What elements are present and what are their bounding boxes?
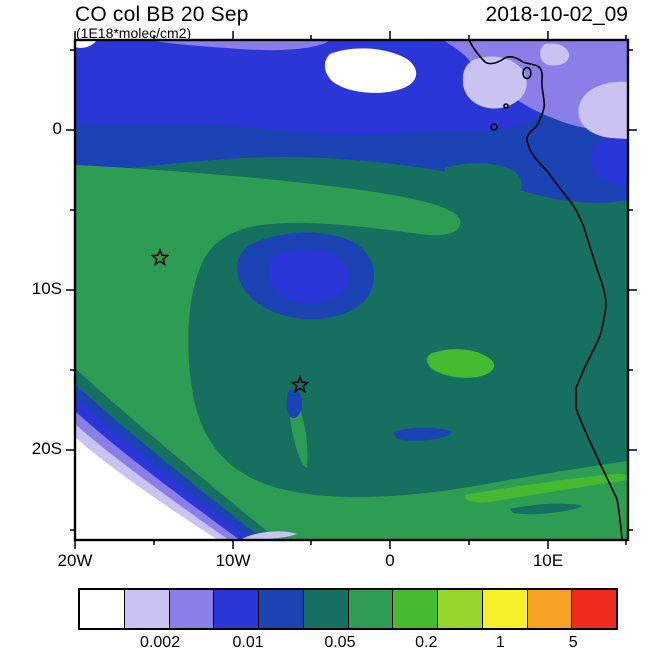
colorbar-cell-11 (571, 590, 616, 628)
colorbar-cell-5 (302, 590, 348, 628)
plot-title: CO col BB 20 Sep (75, 3, 249, 26)
contour-right-blue-blob (590, 132, 628, 185)
contour-green-plume-arc (75, 165, 628, 540)
island-bioko (522, 66, 532, 80)
y-tick-label: 10S (31, 279, 62, 298)
colorbar-tick-label: 0.05 (324, 634, 356, 651)
contour-teal-sliver-2 (510, 503, 583, 515)
contour-lavender-patch-1 (462, 56, 527, 109)
colorbar-tick-label: 0.2 (415, 634, 438, 651)
colorbar-tick-label: 1 (495, 634, 505, 651)
colorbar-cell-4 (258, 590, 303, 628)
colorbar-cell-1 (123, 590, 169, 628)
colorbar-cell-9 (481, 590, 527, 628)
colorbar-tick-label: 0.002 (140, 634, 181, 651)
colorbar-cell-0 (80, 590, 124, 628)
coastline-group (468, 39, 623, 541)
contour-brightgreen-blob (427, 349, 495, 378)
contour-blue-sliver-h (393, 427, 453, 441)
plot-units-label: (1E18*molec/cm2) (76, 25, 192, 41)
island-principe (503, 103, 509, 109)
axis-ticks-group (66, 31, 637, 549)
plot-timestamp: 2018-10-02_09 (485, 3, 628, 26)
y-tick-label: 20S (31, 439, 62, 458)
bottom-lavender-sliver (240, 531, 297, 540)
contour-map-svg (66, 31, 637, 549)
map-frame (73, 38, 630, 542)
y-tick-label: 0 (52, 119, 62, 138)
colorbar-cell-7 (392, 590, 437, 628)
x-tick-label: 0 (385, 551, 395, 570)
contour-teal-intrusion (445, 163, 522, 205)
star-marker-2 (290, 374, 310, 394)
colorbar-cell-3 (213, 590, 258, 628)
x-tick-label: 10W (215, 551, 251, 570)
corner-white-region (75, 437, 218, 540)
map-canvas (66, 31, 637, 549)
contour-green-sliver (289, 402, 308, 468)
contour-lavender-patch-2 (578, 81, 628, 139)
star-marker-1 (150, 247, 170, 267)
contour-teal-sliver-1 (400, 467, 470, 479)
colorbar-tick-label: 0.01 (232, 634, 264, 651)
colorbar-tick-label: 5 (568, 634, 578, 651)
colorbar (78, 588, 618, 630)
contour-blue-sliver-v (286, 389, 302, 419)
colorbar-cell-10 (526, 590, 572, 628)
contour-white-patch-top (324, 48, 417, 93)
contour-brightgreen-streak (464, 473, 628, 503)
africa-coastline (468, 39, 623, 541)
contour-center-blue-core (268, 248, 349, 304)
contour-white-corner-sliver (75, 40, 97, 48)
contour-top-blue-band (75, 40, 540, 135)
x-tick-label: 10E (532, 551, 564, 570)
star-markers-group (150, 247, 310, 394)
x-tick-label: 20W (57, 551, 93, 570)
contour-lavender-patch-3 (540, 43, 570, 66)
colorbar-cell-6 (347, 590, 393, 628)
colorbar-cell-8 (437, 590, 482, 628)
contour-topedge-periwinkle-strip (150, 40, 330, 51)
island-sao-tome (490, 123, 498, 131)
colorbar-cell-2 (168, 590, 214, 628)
